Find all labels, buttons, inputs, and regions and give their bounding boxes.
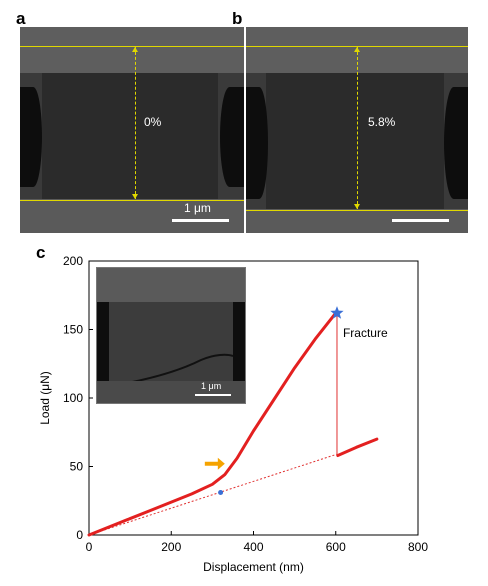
y-tick-label: 200	[63, 254, 83, 268]
scale-bar	[172, 219, 229, 222]
x-tick-label: 200	[161, 540, 181, 554]
pillar-right-edge	[444, 87, 468, 199]
panel-b-letter: b	[232, 9, 243, 28]
pillar	[42, 73, 218, 199]
top-guide-line	[246, 46, 468, 47]
panel-c-letter: c	[36, 243, 46, 262]
pillar-left-edge	[20, 87, 42, 187]
pillar-left-edge	[246, 87, 268, 199]
sem-image-a: 0% 1 μm	[20, 27, 244, 233]
sem-bottom-band	[20, 199, 244, 233]
load-curve-1	[87, 311, 338, 537]
y-tick-label: 0	[76, 528, 83, 542]
x-axis-label: Displacement (nm)	[203, 560, 304, 574]
scale-bar	[392, 219, 449, 222]
inset-scale-bar	[195, 394, 231, 396]
pillar	[266, 73, 444, 209]
inset-sem-fractured: 1 μm	[96, 267, 246, 404]
inset-right-edge	[233, 302, 245, 381]
load-displacement-chart: 0 200 400 600 800 0 50 100 150 200 Displacement (n…	[38, 254, 428, 574]
strain-label: 0%	[144, 115, 162, 129]
bottom-guide-line	[20, 200, 244, 201]
x-tick-label: 400	[243, 540, 263, 554]
inset-crack	[110, 353, 234, 387]
unloading-reference-line	[88, 453, 338, 536]
inset-scale-bar-label: 1 μm	[201, 381, 222, 391]
transition-arrow-icon	[204, 457, 225, 470]
inset-bottom-band	[97, 381, 245, 403]
x-tick-label: 0	[86, 540, 93, 554]
scale-bar-label: 1 μm	[184, 201, 211, 215]
x-tick-label: 800	[408, 540, 428, 554]
measure-arrow-down	[132, 194, 138, 199]
top-guide-line	[20, 46, 244, 47]
y-tick-label: 50	[70, 460, 84, 474]
inset-left-edge	[97, 302, 109, 381]
strain-label: 5.8%	[368, 115, 396, 129]
pillar-right-edge	[220, 87, 244, 187]
bottom-guide-line	[246, 210, 468, 211]
load-curve-2	[336, 437, 379, 458]
x-tick-label: 600	[326, 540, 346, 554]
measure-arrow-up	[132, 47, 138, 52]
reference-dot	[218, 490, 224, 496]
fracture-star-icon	[330, 306, 344, 319]
height-measure-line	[135, 47, 136, 199]
y-axis-label: Load (μN)	[38, 371, 52, 425]
y-tick-label: 150	[63, 323, 83, 337]
height-measure-line	[357, 47, 358, 209]
measure-arrow-down	[354, 204, 360, 209]
y-tick-label: 100	[63, 391, 83, 405]
measure-arrow-up	[354, 47, 360, 52]
fracture-label: Fracture	[343, 326, 388, 340]
inset-top-band	[97, 268, 245, 302]
panel-a-letter: a	[16, 9, 26, 28]
sem-image-b: 5.8%	[246, 27, 468, 233]
